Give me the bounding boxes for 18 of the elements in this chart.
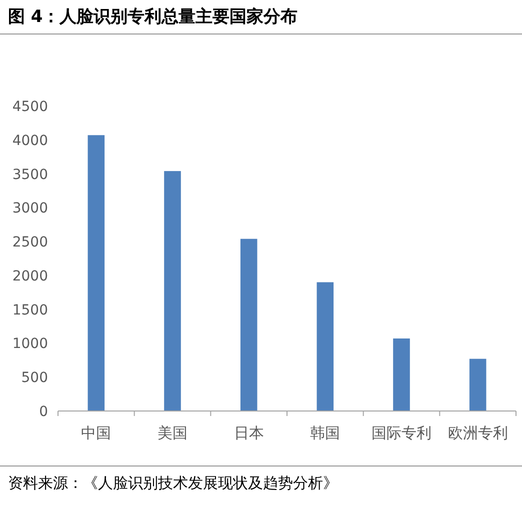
y-tick-label: 1000 [12,336,48,352]
x-tick-label: 韩国 [310,424,340,442]
y-tick-label: 1500 [12,302,48,318]
y-tick-label: 3000 [12,200,48,217]
title: 图 4：人脸识别专利总量主要国家分布 [8,7,298,27]
text: 资料来源：《人脸识别技术发展现状及趋势分析》 [8,474,338,492]
y-tick-label: 2500 [12,234,48,251]
x-tick-label: 欧洲专利 [448,424,508,442]
y-tick-label: 0 [39,404,48,420]
x-tick-label: 国际专利 [372,424,432,442]
x-tick-label: 美国 [158,424,188,442]
y-tick-label: 2000 [12,268,48,284]
y-tick-label: 500 [21,370,48,386]
x-tick-label: 日本 [234,424,264,442]
x-tick-label: 中国 [81,424,112,442]
y-tick-label: 4000 [12,132,48,149]
y-tick-label: 3500 [12,166,48,183]
y-tick-label: 4500 [12,99,48,115]
